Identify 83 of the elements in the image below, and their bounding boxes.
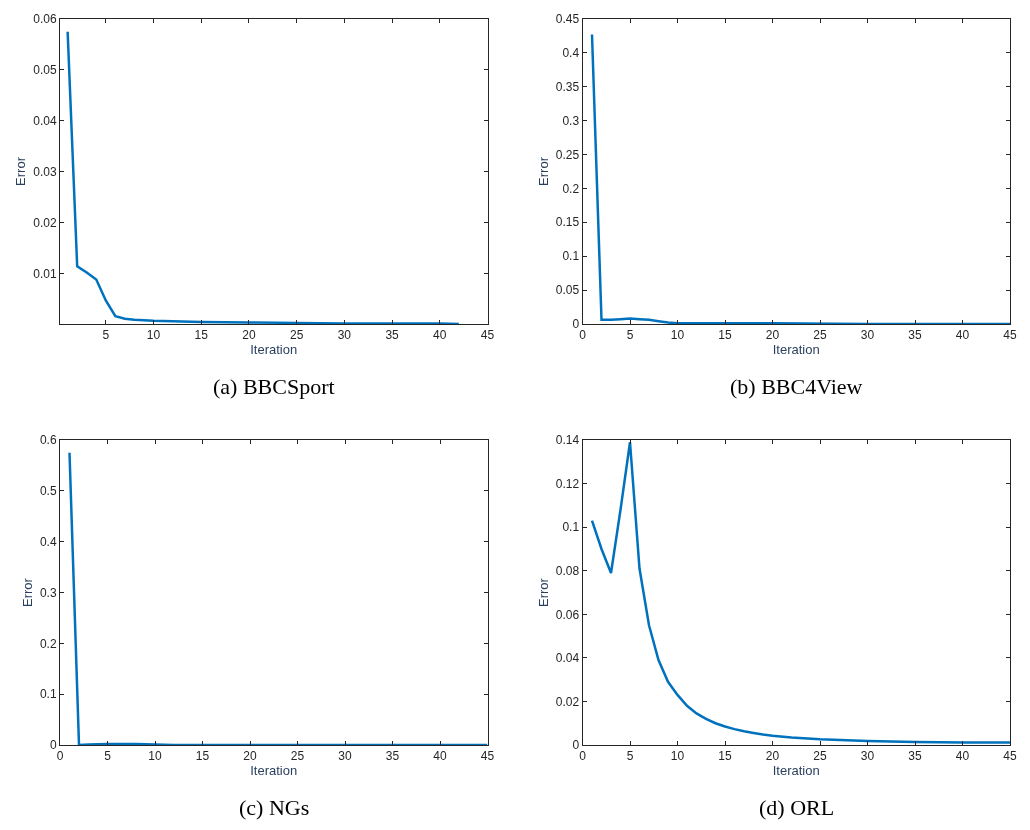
line-series xyxy=(590,33,1010,324)
x-tick-label: 5 xyxy=(102,328,110,343)
text: (d) ORL xyxy=(759,795,835,820)
y-tick-label: 0.08 xyxy=(555,563,580,578)
y-tick-label: 0.06 xyxy=(555,607,580,622)
y-tick-label: 0.05 xyxy=(33,63,57,78)
x-tick-label: 10 xyxy=(146,328,161,343)
text: (a) BBCSport xyxy=(213,374,335,399)
x-axis-title: Iteration xyxy=(772,763,820,779)
y-tick-label: 0.4 xyxy=(39,534,57,549)
y-tick-label: 0.5 xyxy=(39,484,57,499)
text: (b) BBC4View xyxy=(730,374,863,399)
y-tick-label: 0.2 xyxy=(39,636,57,651)
line-series xyxy=(590,441,1010,744)
x-tick-label: 15 xyxy=(718,328,732,343)
y-tick-label: 0.1 xyxy=(39,687,57,702)
x-tick-label: 20 xyxy=(765,749,780,764)
y-axis-title: Error xyxy=(19,577,35,607)
y-tick-label: 0.02 xyxy=(33,216,57,231)
y-tick-label: 0.02 xyxy=(555,694,580,709)
x-tick-label: 35 xyxy=(908,328,922,343)
x-tick-label: 5 xyxy=(626,328,634,343)
x-axis-title: Iteration xyxy=(250,763,298,779)
y-tick-label: 0.05 xyxy=(555,283,580,298)
x-tick-label: 5 xyxy=(626,749,634,764)
y-tick-label: 0.2 xyxy=(562,181,580,196)
y-tick-label: 0.1 xyxy=(562,249,580,264)
y-tick-label: 0.03 xyxy=(33,165,57,180)
x-tick-label: 35 xyxy=(908,749,922,764)
x-tick-label: 35 xyxy=(385,749,400,764)
x-tick-label: 20 xyxy=(243,749,257,764)
x-tick-label: 40 xyxy=(955,328,970,343)
x-tick-label: 30 xyxy=(860,328,875,343)
x-tick-label: 40 xyxy=(955,749,970,764)
x-axis-title: Iteration xyxy=(250,342,298,358)
y-tick-label: 0.6 xyxy=(39,433,57,448)
x-tick-label: 25 xyxy=(289,328,304,343)
x-tick-label: 25 xyxy=(813,328,827,343)
x-tick-label: 20 xyxy=(765,328,780,343)
x-tick-label: 25 xyxy=(813,749,827,764)
y-tick-label: 0.04 xyxy=(33,114,57,129)
y-tick-label: 0.3 xyxy=(562,113,580,128)
x-tick-label: 35 xyxy=(385,328,400,343)
x-tick-label: 45 xyxy=(1003,328,1017,343)
y-tick-label: 0.06 xyxy=(33,12,57,27)
y-tick-label: 0.14 xyxy=(555,433,580,448)
y-tick-label: 0.25 xyxy=(555,147,580,162)
y-tick-label: 0 xyxy=(572,317,580,332)
y-axis-title: Error xyxy=(535,156,551,186)
x-tick-label: 25 xyxy=(290,749,305,764)
line-series xyxy=(66,30,461,324)
text: (c) NGs xyxy=(239,795,310,820)
x-tick-label: 5 xyxy=(104,749,112,764)
x-tick-label: 15 xyxy=(194,328,209,343)
line-series xyxy=(68,451,488,745)
x-tick-label: 30 xyxy=(337,328,352,343)
x-tick-label: 30 xyxy=(860,749,875,764)
x-tick-label: 30 xyxy=(338,749,352,764)
y-axis-title: Error xyxy=(13,156,29,186)
x-tick-label: 10 xyxy=(670,328,685,343)
y-tick-label: 0.1 xyxy=(562,520,580,535)
x-tick-label: 45 xyxy=(480,749,495,764)
y-tick-label: 0.3 xyxy=(39,585,57,600)
x-tick-label: 45 xyxy=(480,328,495,343)
y-tick-label: 0.12 xyxy=(555,476,580,491)
x-tick-label: 15 xyxy=(195,749,210,764)
y-tick-label: 0 xyxy=(572,738,580,753)
x-tick-label: 10 xyxy=(148,749,162,764)
y-tick-label: 0.04 xyxy=(555,651,580,666)
x-axis-title: Iteration xyxy=(772,342,820,358)
y-axis-title: Error xyxy=(535,577,551,607)
y-tick-label: 0 xyxy=(49,738,57,753)
y-tick-label: 0.45 xyxy=(555,12,580,27)
x-tick-label: 20 xyxy=(242,328,256,343)
x-tick-label: 40 xyxy=(433,328,447,343)
y-tick-label: 0.01 xyxy=(33,267,57,282)
x-tick-label: 45 xyxy=(1003,749,1017,764)
x-tick-label: 10 xyxy=(670,749,685,764)
x-tick-label: 15 xyxy=(718,749,732,764)
y-tick-label: 0.35 xyxy=(555,79,580,94)
y-tick-label: 0.15 xyxy=(555,215,580,230)
x-tick-label: 40 xyxy=(433,749,447,764)
y-tick-label: 0.4 xyxy=(562,46,580,61)
